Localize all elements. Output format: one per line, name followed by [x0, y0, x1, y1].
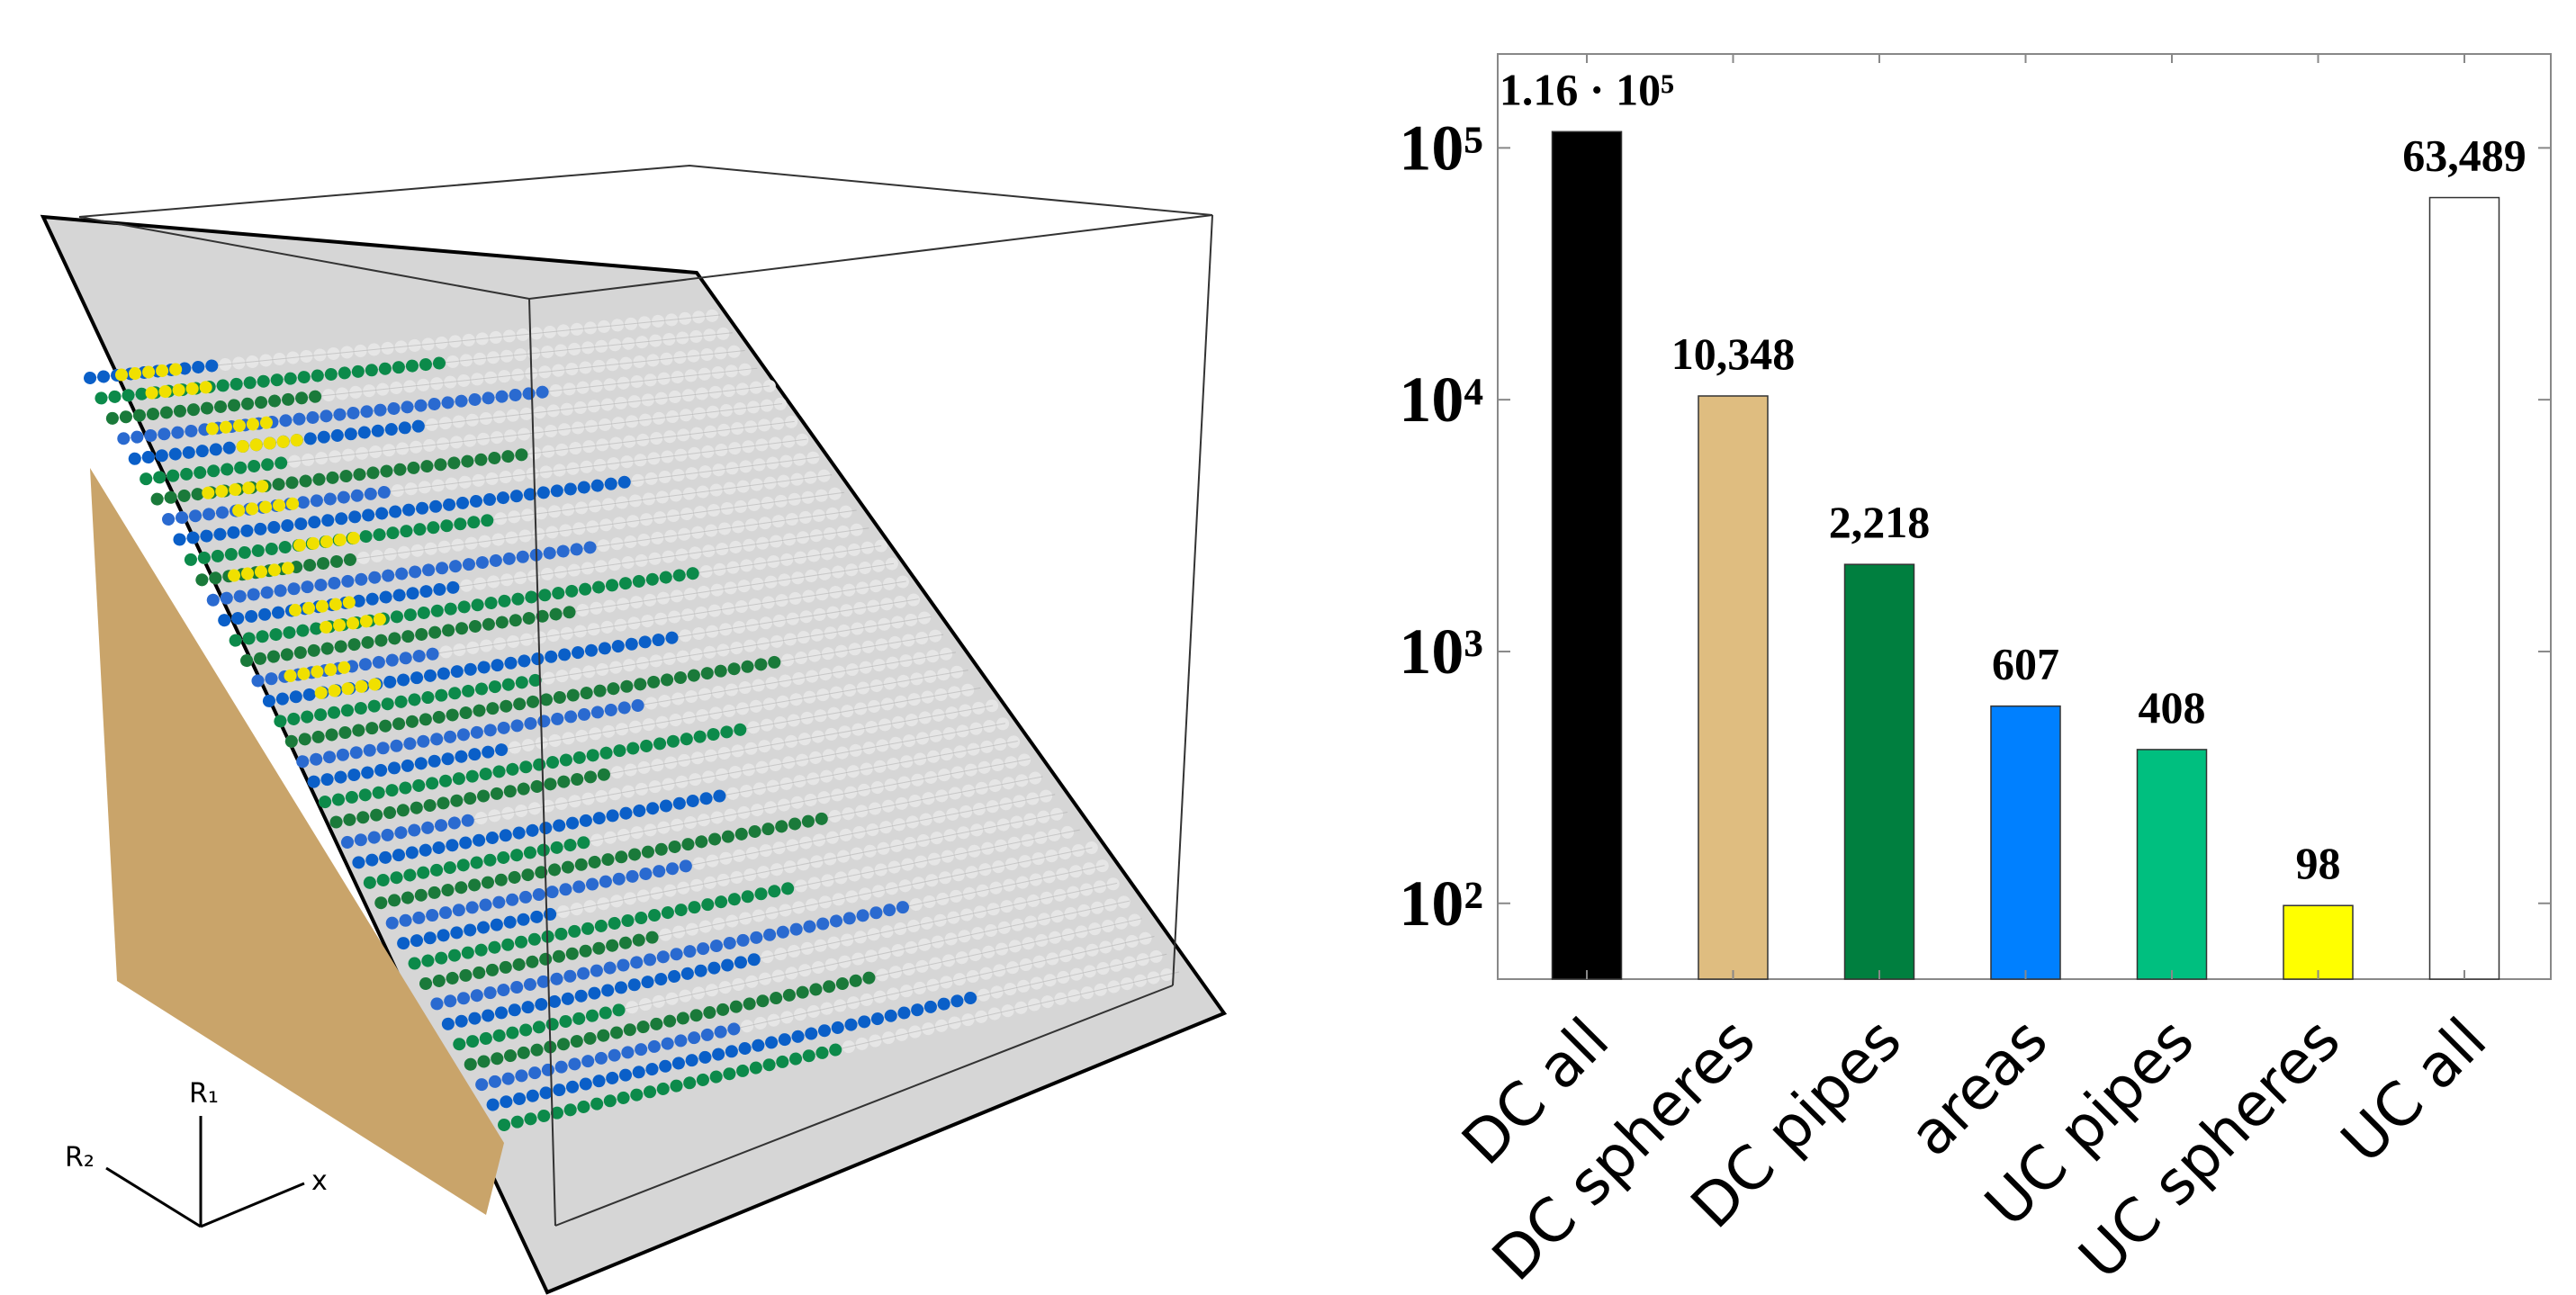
bar [2430, 198, 2499, 979]
y-tick-label: 10² [1399, 868, 1483, 940]
bar [2283, 905, 2353, 979]
value-label: 98 [2296, 838, 2341, 888]
axis-label: R₁ [189, 1078, 219, 1110]
value-label: 63,489 [2402, 130, 2526, 181]
bar [1698, 396, 1768, 979]
y-tick-label: 10³ [1399, 616, 1483, 688]
bar [1553, 131, 1622, 979]
axis-arrow [106, 1168, 201, 1227]
bar [1845, 564, 1914, 979]
bounding-box-edge [1173, 215, 1212, 985]
value-label: 408 [2139, 682, 2206, 733]
value-label: 607 [1992, 639, 2059, 689]
axis-label: R₂ [65, 1142, 95, 1174]
value-label: 2,218 [1829, 497, 1931, 547]
sphere-row-yellow [243, 439, 307, 446]
value-label: 10,348 [1671, 328, 1796, 379]
bar [2138, 750, 2207, 979]
sphere-row-yellow [212, 422, 275, 429]
value-label: 1.16 · 10⁵ [1500, 64, 1674, 114]
x-tick-label: UC all [2328, 1005, 2500, 1177]
sphere-row-yellow [152, 386, 215, 392]
sphere-row-yellow [122, 369, 185, 375]
figure: R₁ R₂ x 10²10³10⁴10⁵1.16 · 10⁵DC all10,3… [0, 0, 2576, 1295]
bar [1991, 706, 2060, 979]
sphere-scene: R₁ R₂ x [43, 166, 1224, 1292]
axis-label: x [311, 1165, 328, 1197]
page: R₁ R₂ x 10²10³10⁴10⁵1.16 · 10⁵DC all10,3… [0, 0, 2576, 1295]
y-tick-label: 10⁴ [1399, 364, 1483, 436]
axis-arrow [201, 1183, 304, 1227]
y-tick-label: 10⁵ [1399, 112, 1483, 184]
